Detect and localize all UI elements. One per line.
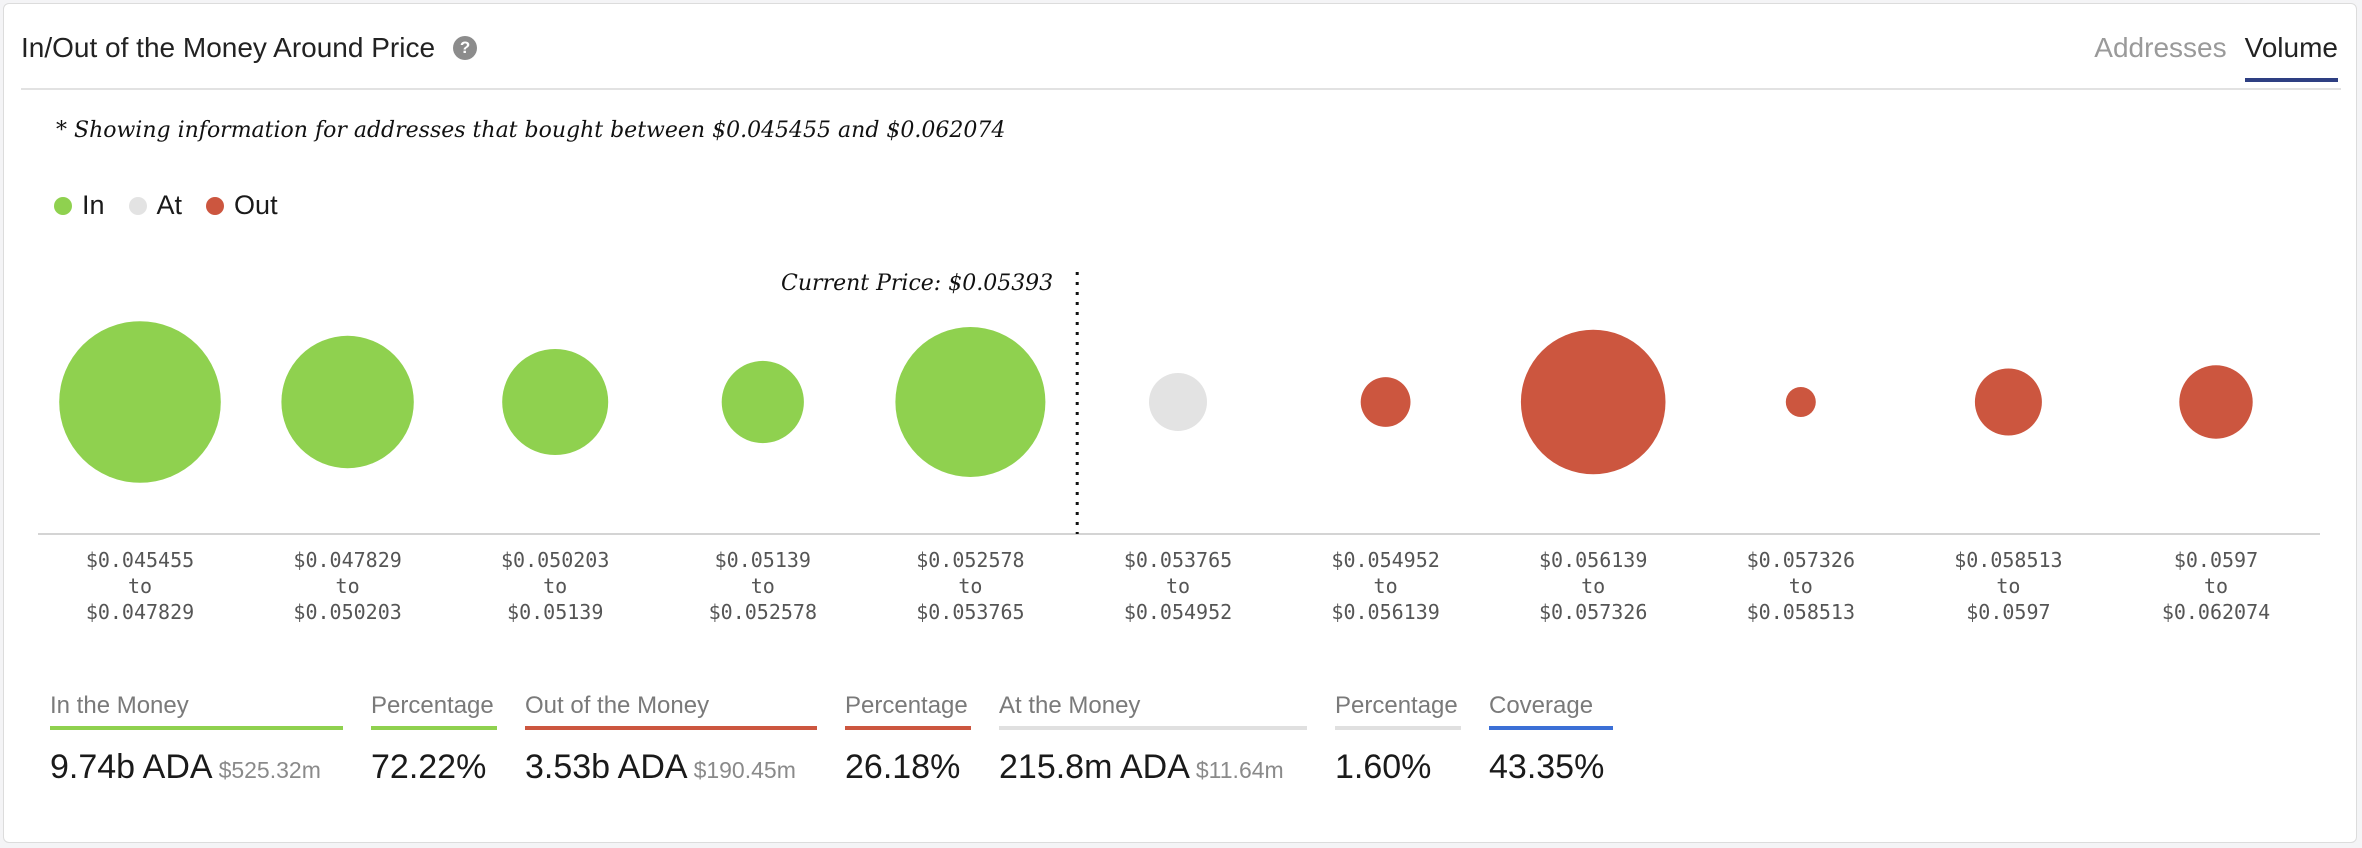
- range-note: * Showing information for addresses that…: [56, 118, 1006, 143]
- stat-value: 3.53b ADA $190.45m: [525, 748, 817, 787]
- stat-label: Out of the Money: [525, 692, 817, 730]
- stat-value: 215.8m ADA $11.64m: [999, 748, 1307, 787]
- header-divider: [21, 88, 2341, 90]
- stat-out-of-the-money: Out of the Money 3.53b ADA $190.45m: [525, 692, 817, 787]
- x-tick-label: $0.050203: [293, 600, 401, 624]
- stat-value-main: 9.74b ADA: [50, 748, 213, 786]
- bubble-chart: Current Price: $0.05393$0.045455to$0.047…: [38, 271, 2320, 624]
- x-tick-label: $0.052578: [709, 600, 817, 624]
- x-tick-label: to: [336, 574, 360, 598]
- bubble-in[interactable]: [721, 360, 804, 444]
- stat-value-main: 3.53b ADA: [525, 748, 688, 786]
- bubble-at[interactable]: [1149, 373, 1207, 431]
- x-tick-label: to: [1789, 574, 1813, 598]
- stat-label: Percentage: [845, 692, 971, 730]
- title-bar: In/Out of the Money Around Price ?: [21, 32, 478, 64]
- stat-value: 72.22%: [371, 748, 487, 786]
- stat-value-usd: $525.32m: [218, 757, 321, 783]
- x-tick-label: $0.05139: [507, 600, 603, 624]
- bubble-out[interactable]: [1974, 368, 2042, 436]
- x-tick-label: $0.0597: [2174, 548, 2258, 572]
- stat-at-the-money: At the Money 215.8m ADA $11.64m: [999, 692, 1307, 787]
- stat-value-usd: $190.45m: [693, 757, 796, 783]
- stat-out-percentage: Percentage 26.18%: [845, 692, 971, 787]
- question-circle-icon[interactable]: ?: [453, 36, 478, 60]
- stat-value: 9.74b ADA $525.32m: [50, 748, 343, 787]
- bubble-out[interactable]: [1360, 377, 1411, 427]
- x-tick-label: to: [751, 574, 775, 598]
- stat-value: 26.18%: [845, 748, 961, 786]
- tab-addresses[interactable]: Addresses: [2094, 32, 2227, 63]
- x-tick-label: $0.058513: [1747, 600, 1855, 624]
- stat-label: Percentage: [1335, 692, 1461, 730]
- stat-in-percentage: Percentage 72.22%: [371, 692, 497, 787]
- x-tick-label: $0.062074: [2162, 600, 2270, 624]
- bubble-out[interactable]: [1785, 387, 1816, 417]
- x-tick-label: $0.056139: [1539, 548, 1647, 572]
- legend-label-at: At: [156, 190, 183, 220]
- legend-item-out[interactable]: Out: [206, 190, 278, 221]
- x-tick-label: $0.057326: [1539, 600, 1647, 624]
- stat-label: Percentage: [371, 692, 497, 730]
- stat-label: At the Money: [999, 692, 1307, 730]
- x-tick-label: $0.057326: [1747, 548, 1855, 572]
- x-tick-label: to: [128, 574, 152, 598]
- legend: In At Out: [54, 190, 278, 221]
- x-tick-label: to: [1374, 574, 1398, 598]
- x-tick-label: $0.047829: [293, 548, 401, 572]
- legend-item-at[interactable]: At: [128, 190, 183, 221]
- x-tick-label: $0.054952: [1124, 600, 1232, 624]
- stat-coverage: Coverage 43.35%: [1489, 692, 1613, 787]
- view-tabs: Addresses Volume: [2094, 32, 2338, 82]
- x-tick-label: to: [1166, 574, 1190, 598]
- legend-dot-out: [206, 196, 225, 215]
- x-tick-label: $0.054952: [1331, 548, 1439, 572]
- chart-panel: In/Out of the Money Around Price ? Addre…: [3, 3, 2357, 843]
- x-tick-label: $0.056139: [1331, 600, 1439, 624]
- bubble-in[interactable]: [895, 327, 1046, 477]
- stat-value: 43.35%: [1489, 748, 1605, 786]
- x-tick-label: to: [2204, 574, 2228, 598]
- stat-value-main: 215.8m ADA: [999, 748, 1190, 786]
- bubble-in[interactable]: [281, 335, 414, 469]
- stat-label: In the Money: [50, 692, 343, 730]
- current-price-label: Current Price: $0.05393: [781, 271, 1053, 296]
- legend-label-out: Out: [234, 190, 278, 220]
- page-title: In/Out of the Money Around Price: [21, 32, 436, 63]
- x-tick-label: $0.053765: [1124, 548, 1232, 572]
- x-tick-label: $0.053765: [916, 600, 1024, 624]
- stat-in-the-money: In the Money 9.74b ADA $525.32m: [50, 692, 343, 787]
- x-tick-label: $0.05139: [715, 548, 811, 572]
- tab-volume[interactable]: Volume: [2244, 32, 2338, 82]
- x-tick-label: to: [1996, 574, 2020, 598]
- bubble-in[interactable]: [502, 349, 609, 455]
- legend-item-in[interactable]: In: [54, 190, 105, 221]
- bubble-out[interactable]: [1520, 329, 1666, 475]
- x-tick-label: $0.0597: [1966, 600, 2050, 624]
- stat-at-percentage: Percentage 1.60%: [1335, 692, 1461, 787]
- x-tick-label: to: [958, 574, 982, 598]
- x-tick-label: $0.045455: [86, 548, 194, 572]
- stat-value-usd: $11.64m: [1195, 757, 1284, 783]
- bubble-in[interactable]: [59, 321, 221, 483]
- x-tick-label: $0.050203: [501, 548, 609, 572]
- legend-dot-at: [128, 196, 147, 215]
- legend-dot-in: [54, 196, 72, 215]
- x-tick-label: $0.047829: [86, 600, 194, 624]
- stat-label: Coverage: [1489, 692, 1613, 730]
- x-tick-label: $0.052578: [916, 548, 1024, 572]
- legend-label-in: In: [82, 190, 105, 220]
- x-tick-label: $0.058513: [1954, 548, 2062, 572]
- x-tick-label: to: [543, 574, 567, 598]
- bubble-out[interactable]: [2179, 365, 2253, 439]
- stat-value: 1.60%: [1335, 748, 1432, 786]
- x-tick-label: to: [1581, 574, 1605, 598]
